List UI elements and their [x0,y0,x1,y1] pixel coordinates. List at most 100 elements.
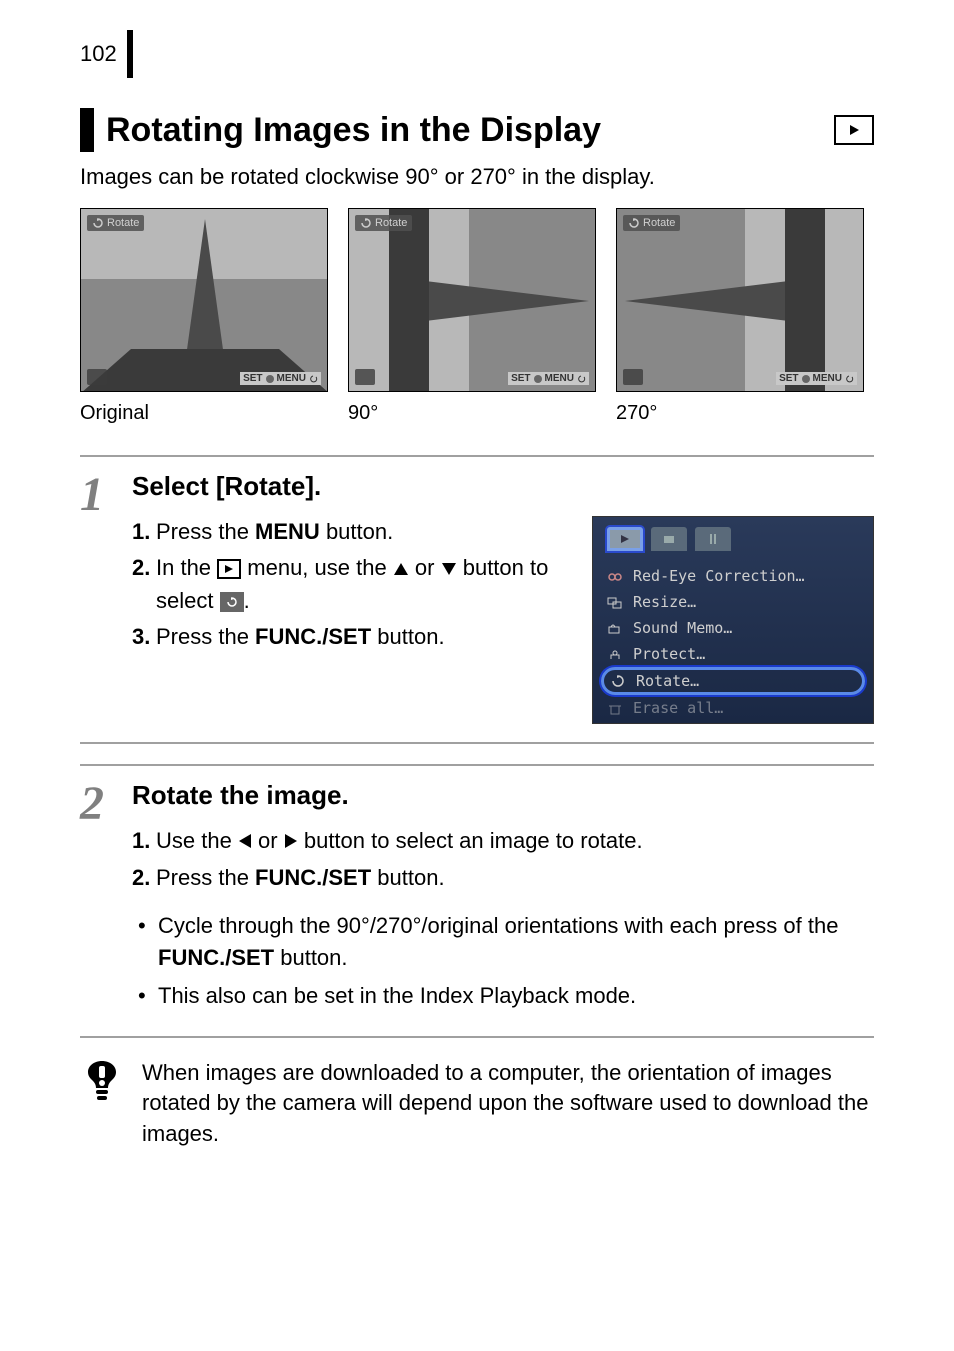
title-accent-bar [80,108,94,152]
rotate-overlay-label: Rotate [87,215,144,231]
menu-item-label: Red-Eye Correction… [633,567,805,585]
rotation-image-90: Rotate SET MENU [348,208,596,392]
menu-item: Erase all… [593,695,873,721]
rotate-overlay-label: Rotate [355,215,412,231]
text: button. [371,624,444,649]
up-arrow-icon [393,553,409,585]
back-indicator-icon [355,369,375,385]
menu-tab-print [651,527,687,551]
menu-item-label: Sound Memo… [633,619,732,637]
text: In the [156,555,217,580]
set-menu-badge: SET MENU [776,372,857,385]
step-2-text: 1. Use the or button to select an image … [132,825,874,1012]
text: button. [320,519,393,544]
menu-item-label: Resize… [633,593,696,611]
rotate-overlay-label: Rotate [623,215,680,231]
step-1-block: 1 Select [Rotate]. 1. Press the MENU but… [80,455,874,744]
step-1-item-1: 1. Press the MENU button. [132,516,572,548]
step-2-block: 2 Rotate the image. 1. Use the or button… [80,764,874,1038]
menu-tab-setup [695,527,731,551]
prefix: 2. [132,862,150,894]
rotate-overlay-text: Rotate [107,217,139,229]
caution-icon [80,1058,124,1102]
rotate-overlay-text: Rotate [375,217,407,229]
menu-tabs [607,527,731,551]
badge-menu: MENU [813,373,842,384]
menu-screenshot: Red-Eye Correction… Resize… Sound Memo… … [592,516,874,724]
func-set-label: FUNC./SET [255,865,371,890]
text: Use the [156,828,238,853]
func-set-label: FUNC./SET [158,945,274,970]
menu-tab-playback [607,527,643,551]
playback-menu-icon [217,559,241,579]
rotate-menu-icon [220,592,244,612]
menu-item-label: Protect… [633,645,705,663]
note-row: When images are downloaded to a computer… [80,1058,874,1150]
rotate-overlay-text: Rotate [643,217,675,229]
badge-menu: MENU [545,373,574,384]
back-indicator-icon [623,369,643,385]
text: Cycle through the 90°/270°/original orie… [158,913,838,938]
title-left: Rotating Images in the Display [80,108,601,152]
text: Press the [156,519,255,544]
intro-text: Images can be rotated clockwise 90° or 2… [80,164,874,190]
step-1-item-2: 2. In the menu, use the or button to sel… [132,552,572,617]
rotation-image-270: Rotate SET MENU [616,208,864,392]
back-indicator-icon [87,369,107,385]
text: or [252,828,284,853]
menu-item: Red-Eye Correction… [593,563,873,589]
prefix: 1. [132,825,150,857]
text: button to select an image to rotate. [298,828,643,853]
menu-item: Sound Memo… [593,615,873,641]
captions-row: Original 90° 270° [80,402,874,425]
step-2-item-1: 1. Use the or button to select an image … [132,825,874,858]
caption-90: 90° [348,402,596,425]
step-1-text: 1. Press the MENU button. 2. In the menu… [132,516,572,724]
down-arrow-icon [441,553,457,585]
step-1-title: Select [Rotate]. [132,471,874,502]
text: . [244,588,250,613]
func-set-label: FUNC./SET [255,624,371,649]
badge-menu: MENU [277,373,306,384]
step-2-item-2: 2. Press the FUNC./SET button. [132,862,874,894]
step-1-item-3: 3. Press the FUNC./SET button. [132,621,572,653]
menu-items: Red-Eye Correction… Resize… Sound Memo… … [593,563,873,721]
rotation-image-original: Rotate SET MENU [80,208,328,392]
page-number: 102 [80,41,123,67]
set-menu-badge: SET MENU [240,372,321,385]
text: Press the [156,624,255,649]
prefix: 1. [132,516,150,548]
prefix: 3. [132,621,150,653]
menu-item: Resize… [593,589,873,615]
text: button. [371,865,444,890]
menu-button-label: MENU [255,519,320,544]
playback-mode-icon [834,115,874,145]
text: Press the [156,865,255,890]
prefix: 2. [132,552,150,584]
menu-item-label: Rotate… [636,672,699,690]
menu-item-label: Erase all… [633,699,723,717]
caption-270: 270° [616,402,864,425]
page-number-header: 102 [80,30,874,78]
badge-set: SET [243,373,262,384]
note-text: When images are downloaded to a computer… [142,1058,874,1150]
step-2-number: 2 [80,780,132,1018]
step-2-bullet-2: This also can be set in the Index Playba… [132,980,874,1012]
text: menu, use the [241,555,393,580]
step-1-number: 1 [80,471,132,724]
set-menu-badge: SET MENU [508,372,589,385]
left-arrow-icon [238,826,252,858]
section-title: Rotating Images in the Display [106,111,601,150]
menu-item: Protect… [593,641,873,667]
badge-set: SET [511,373,530,384]
rotation-examples-row: Rotate SET MENU Rotate SET MENU [80,208,874,392]
text: or [409,555,441,580]
menu-item-selected: Rotate… [601,667,865,695]
step-2-bullet-1: Cycle through the 90°/270°/original orie… [132,910,874,974]
badge-set: SET [779,373,798,384]
section-title-row: Rotating Images in the Display [80,108,874,152]
step-2-title: Rotate the image. [132,780,874,811]
text: button. [274,945,347,970]
right-arrow-icon [284,826,298,858]
page-number-bar [127,30,133,78]
